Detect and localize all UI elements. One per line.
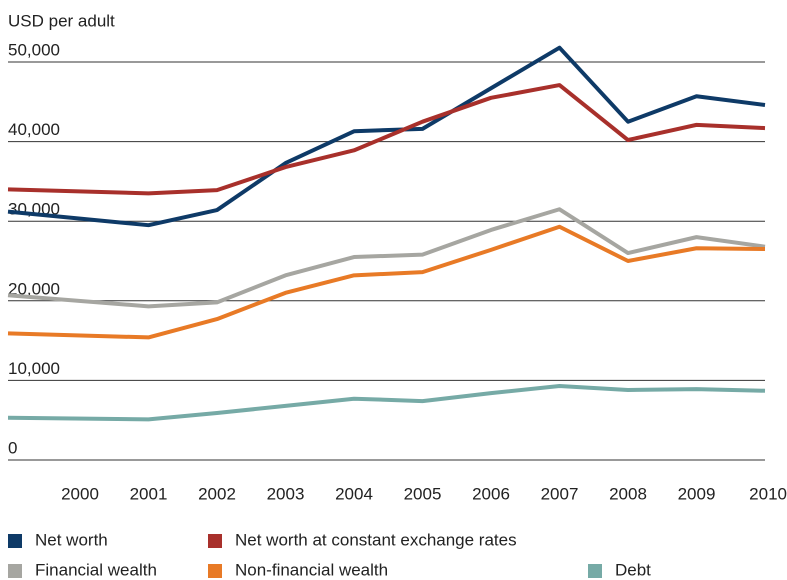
y-tick-label: 10,000 [8,359,60,378]
legend-label: Non-financial wealth [235,560,388,579]
series-line [7,224,766,340]
legend-label: Net worth [35,530,108,549]
legend-swatch [588,564,602,578]
series-line [7,383,766,422]
legend-swatch [208,534,222,548]
x-tick-label: 2002 [198,484,236,503]
y-tick-label: 50,000 [8,40,60,59]
y-tick-label: 20,000 [8,279,60,298]
x-tick-label: 2005 [404,484,442,503]
x-tick-label: 2000 [61,484,99,503]
legend-swatch [8,534,22,548]
x-tick-label: 2007 [541,484,579,503]
legend-label: Net worth at constant exchange rates [235,530,517,549]
x-tick-label: 2003 [267,484,305,503]
series-line [7,83,766,196]
x-tick-label: 2006 [472,484,510,503]
series-line [7,207,766,309]
x-tick-label: 2009 [678,484,716,503]
y-tick-label: 40,000 [8,120,60,139]
legend-label: Debt [615,560,651,579]
x-tick-label: 2008 [609,484,647,503]
legend-swatch [8,564,22,578]
x-tick-label: 2010 [749,484,787,503]
series-line [7,45,766,228]
y-axis-label: USD per adult [8,11,115,30]
x-tick-label: 2004 [335,484,373,503]
x-tick-label: 2001 [130,484,168,503]
legend-swatch [208,564,222,578]
y-tick-label: 0 [8,438,17,457]
legend-label: Financial wealth [35,560,157,579]
